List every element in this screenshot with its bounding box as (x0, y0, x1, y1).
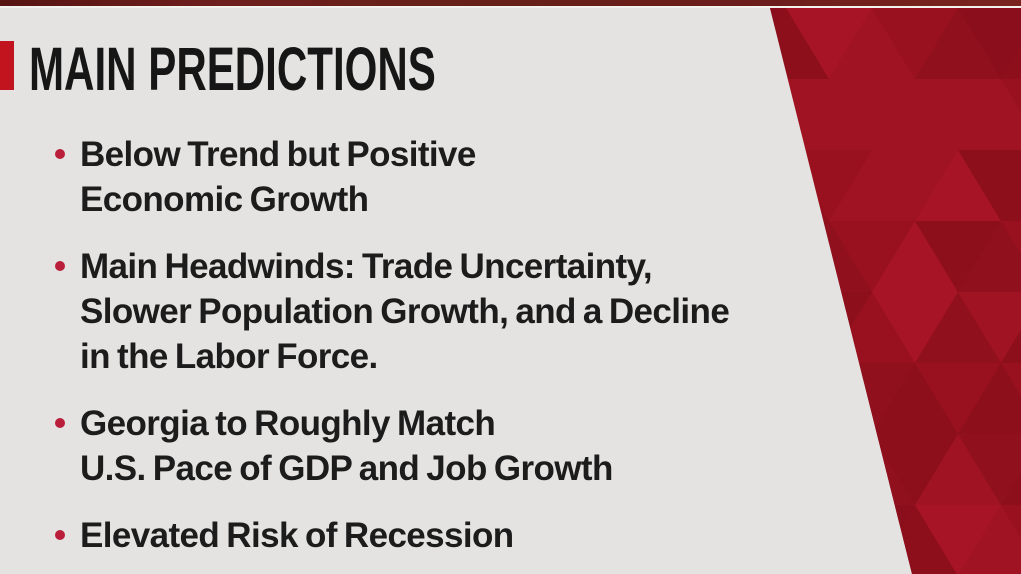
bullet-item: Below Trend but Positive Economic Growth (52, 132, 792, 222)
top-strip-decoration (0, 0, 1021, 6)
bullet-line: Elevated Risk of Recession (80, 516, 514, 555)
bullet-line: in the Labor Force. (80, 337, 378, 376)
slide-title: MAIN PREDICTIONS (29, 35, 436, 103)
bullet-line: Below Trend but Positive (80, 135, 476, 174)
bullet-dot-icon (55, 149, 65, 159)
bullet-dot-icon (55, 261, 65, 271)
bullet-dot-icon (55, 418, 65, 428)
bullet-item: Georgia to Roughly Match U.S. Pace of GDP… (52, 401, 792, 491)
bullet-line: Economic Growth (80, 180, 369, 219)
bullet-dot-icon (55, 530, 65, 540)
bullet-list: Below Trend but Positive Economic Growth M… (52, 132, 792, 574)
bullet-line: Slower Population Growth, and a Decline (80, 292, 730, 331)
bullet-line: Georgia to Roughly Match (80, 404, 496, 443)
bullet-line: Main Headwinds: Trade Uncertainty, (80, 247, 653, 286)
top-strip-highlight (0, 6, 1021, 8)
bullet-item: Main Headwinds: Trade Uncertainty, Slower… (52, 244, 792, 379)
bullet-item: Elevated Risk of Recession (52, 513, 792, 558)
bullet-line: U.S. Pace of GDP and Job Growth (80, 449, 613, 488)
title-accent-bar (0, 41, 14, 90)
